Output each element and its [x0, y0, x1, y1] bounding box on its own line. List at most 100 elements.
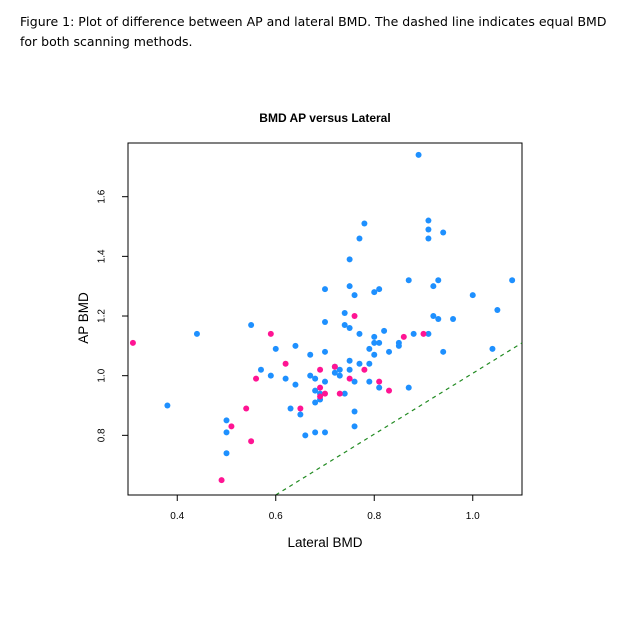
pink-data-point	[386, 387, 393, 394]
blue-data-point	[395, 342, 402, 349]
blue-data-point	[312, 399, 319, 406]
blue-data-point	[312, 375, 319, 382]
blue-data-point	[410, 330, 417, 337]
x-axis: 0.4 0.6 0.8 1.0	[170, 494, 480, 522]
blue-data-point	[371, 339, 378, 346]
blue-data-point	[425, 235, 432, 242]
blue-data-point	[346, 366, 353, 373]
blue-data-point	[376, 384, 383, 391]
blue-data-point	[351, 378, 358, 385]
blue-data-point	[307, 351, 314, 358]
chart-title: BMD AP versus Lateral	[259, 111, 390, 125]
pink-data-point	[267, 330, 274, 337]
blue-data-point	[331, 369, 338, 376]
blue-data-point	[302, 432, 309, 439]
pink-data-point	[361, 366, 368, 373]
blue-data-point	[322, 286, 328, 293]
x-tick-label: 0.6	[269, 511, 283, 522]
pink-data-point	[420, 330, 427, 337]
pink-data-point	[248, 438, 255, 445]
pink-data-point	[331, 363, 338, 370]
blue-data-point	[312, 429, 319, 436]
blue-data-point	[356, 235, 363, 242]
figure-caption: Figure 1: Plot of difference between AP …	[20, 14, 607, 49]
y-tick-label: 1.2	[97, 309, 108, 323]
blue-data-point	[346, 283, 353, 290]
blue-data-point	[425, 217, 432, 224]
x-tick-label: 0.4	[170, 511, 184, 522]
blue-data-point	[336, 372, 343, 379]
blue-data-point	[376, 339, 383, 346]
blue-data-point	[405, 384, 412, 391]
blue-data-point	[361, 220, 368, 227]
blue-data-point	[287, 405, 294, 412]
blue-data-point	[351, 408, 358, 415]
blue-data-point	[341, 321, 348, 328]
blue-data-point	[371, 333, 378, 340]
blue-data-point	[356, 330, 363, 337]
blue-data-point	[489, 345, 496, 352]
blue-data-point	[450, 316, 457, 322]
blue-data-point	[366, 360, 373, 367]
pink-data-point	[351, 313, 358, 320]
blue-data-point	[322, 429, 328, 436]
pink-data-point	[317, 384, 324, 391]
pink-data-point	[336, 390, 343, 397]
blue-data-point	[341, 390, 348, 397]
pink-data-point	[317, 366, 324, 373]
blue-data-point	[366, 345, 373, 352]
blue-data-point	[405, 277, 412, 284]
blue-data-point	[430, 313, 437, 320]
blue-data-point	[425, 226, 432, 233]
blue-data-point	[341, 310, 348, 317]
blue-data-point	[469, 292, 476, 299]
blue-data-point	[292, 381, 299, 388]
blue-data-point	[494, 307, 501, 314]
blue-data-point	[322, 318, 328, 325]
pink-data-point	[228, 423, 235, 430]
blue-data-point	[351, 423, 358, 430]
blue-data-point	[267, 372, 274, 379]
pink-data-point	[243, 405, 250, 412]
y-tick-label: 0.8	[97, 428, 108, 442]
blue-data-point	[312, 387, 319, 394]
blue-data-point	[415, 151, 422, 158]
blue-data-point	[425, 330, 432, 337]
blue-data-point	[292, 342, 299, 349]
y-tick-label: 1.4	[97, 249, 108, 263]
blue-data-point	[371, 351, 378, 358]
pink-data-point	[317, 393, 324, 400]
pink-data-point	[129, 339, 136, 346]
blue-data-point	[376, 286, 383, 293]
blue-data-point	[430, 283, 437, 290]
y-tick-label: 1.6	[97, 189, 108, 203]
blue-data-point	[322, 348, 328, 355]
blue-data-point	[223, 450, 230, 457]
pink-data-point	[400, 333, 407, 340]
blue-data-point	[248, 321, 255, 328]
blue-data-point	[440, 229, 447, 236]
blue-data-point	[346, 256, 353, 263]
blue-data-point	[322, 378, 328, 385]
blue-data-point	[440, 348, 447, 355]
equal-bmd-reference-line	[275, 342, 523, 496]
blue-data-point	[356, 360, 363, 367]
x-tick-label: 1.0	[466, 511, 480, 522]
blue-data-point	[351, 292, 358, 299]
pink-data-point	[218, 477, 225, 484]
data-points	[129, 151, 516, 484]
blue-data-point	[223, 429, 230, 436]
x-axis-label: Lateral BMD	[287, 535, 362, 550]
y-tick-label: 1.0	[97, 368, 108, 382]
blue-data-point	[223, 417, 230, 424]
blue-data-point	[346, 324, 353, 331]
y-axis: 0.8 1.0 1.2 1.4 1.6	[97, 189, 129, 442]
blue-data-point	[257, 366, 264, 373]
pink-data-point	[253, 375, 260, 382]
blue-data-point	[272, 345, 279, 352]
pink-data-point	[376, 378, 383, 385]
pink-data-point	[322, 390, 328, 397]
blue-data-point	[307, 372, 314, 379]
blue-data-point	[336, 366, 343, 373]
